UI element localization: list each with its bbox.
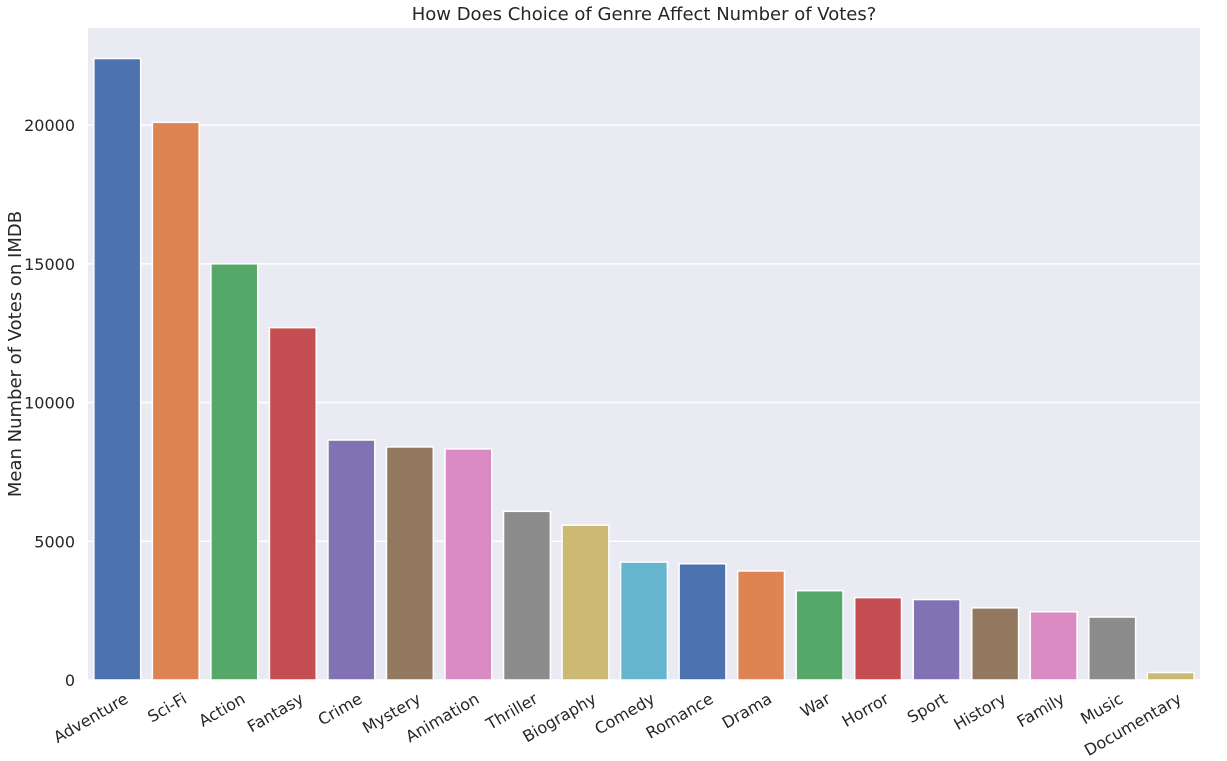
bar-sport [912,598,961,681]
bar-mystery [385,446,435,681]
x-tick-label: Drama [719,689,775,733]
bar-crime [327,439,376,681]
y-tick-label: 15000 [24,255,75,274]
bar-adventure [93,57,142,681]
bar-biography [561,524,610,681]
x-tick-label: Sport [904,689,951,727]
bar-sci-fi [151,121,200,681]
y-tick-label: 20000 [24,116,75,135]
x-tick-label: Action [195,689,248,731]
bar-music [1088,616,1137,681]
bar-horror [853,596,903,681]
bar-history [970,607,1020,681]
x-tick-label: Family [1014,689,1068,731]
y-tick-label: 5000 [34,532,75,551]
x-tick-label: Adventure [50,689,131,747]
bar-fantasy [268,326,318,681]
x-tick-label: Romance [643,689,717,743]
x-tick-label: War [797,689,834,721]
y-axis-label: Mean Number of Votes on IMDB [5,211,26,497]
bars [93,57,1195,681]
chart-title: How Does Choice of Genre Affect Number o… [412,4,877,25]
bar-animation [444,448,493,681]
y-tick-label: 0 [65,671,75,690]
bar-comedy [619,561,669,681]
x-tick-label: Sci-Fi [144,689,190,726]
x-tick-label: Fantasy [244,689,307,736]
bar-thriller [502,510,552,681]
y-tick-labels: 0 5000 10000 15000 20000 [24,116,75,690]
bar-family [1029,610,1078,681]
x-tick-label: Horror [839,689,893,731]
bar-romance [678,562,727,681]
bar-documentary [1146,671,1195,681]
y-tick-label: 10000 [24,394,75,413]
x-tick-label: History [950,689,1009,734]
bar-action [210,263,259,681]
bar-drama [736,570,786,681]
bar-war [795,589,844,681]
x-tick-label: Crime [315,689,366,729]
